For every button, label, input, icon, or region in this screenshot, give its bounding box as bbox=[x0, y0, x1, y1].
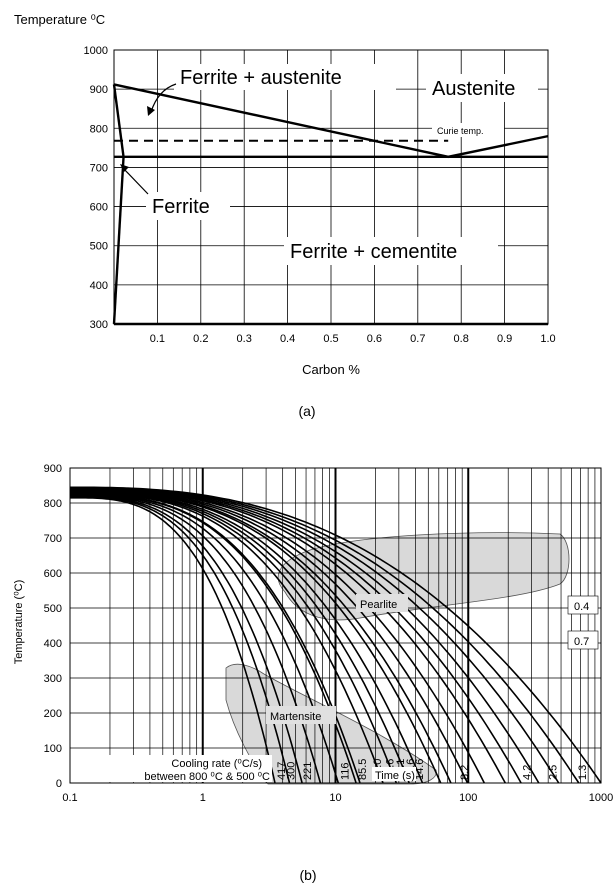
label-bg bbox=[356, 594, 408, 612]
cooling-rate-value: 2.5 bbox=[547, 765, 559, 780]
y-tick-label: 500 bbox=[90, 241, 108, 253]
x-tick-label: 0.6 bbox=[367, 333, 382, 345]
chart-b-cct-diagram: 0 100 200 300 400 500 600 700 800 900 0.1 1 10 100 10… bbox=[13, 463, 613, 883]
label-bg bbox=[174, 64, 396, 90]
y-tick-label: 900 bbox=[44, 463, 62, 475]
y-tick-label: 600 bbox=[90, 202, 108, 214]
y-tick-label: 700 bbox=[90, 162, 108, 174]
chart-b-x-tick-labels: 0.1 1 10 100 1000 bbox=[62, 792, 613, 804]
chart-a-caption: (a) bbox=[298, 403, 315, 419]
x-tick-label: 1.0 bbox=[540, 333, 555, 345]
chart-b-cooling-curves bbox=[69, 486, 602, 784]
pearlite-region bbox=[277, 532, 570, 621]
label-bg bbox=[82, 755, 272, 782]
phase-boundary-line bbox=[112, 84, 125, 158]
label-bg bbox=[372, 767, 416, 781]
x-tick-label: 0.7 bbox=[410, 333, 425, 345]
label-bg bbox=[432, 123, 504, 137]
y-tick-label: 900 bbox=[90, 84, 108, 96]
chart-b-plot-frame bbox=[69, 467, 602, 784]
phase-boundary-line bbox=[112, 156, 125, 325]
label-bg bbox=[284, 237, 498, 265]
region-label-ferrite-austenite: Ferrite + austenite bbox=[180, 67, 342, 89]
cooling-rate-value: 116 bbox=[340, 762, 352, 780]
region-label-austenite: Austenite bbox=[432, 78, 515, 100]
cooling-rate-value: 221 bbox=[302, 762, 314, 780]
x-tick-label: 1 bbox=[200, 792, 206, 804]
y-tick-label: 0 bbox=[56, 778, 62, 790]
curve-label-0.7: 0.7 bbox=[574, 636, 589, 648]
arrowhead bbox=[120, 164, 129, 172]
region-label-ferrite-cementite: Ferrite + cementite bbox=[290, 241, 457, 263]
y-tick-label: 300 bbox=[44, 673, 62, 685]
y-tick-label: 700 bbox=[44, 533, 62, 545]
cooling-rate-sublabel: between 800 ⁰C & 500 ⁰C bbox=[144, 771, 270, 783]
region-label-pearlite: Pearlite bbox=[360, 599, 397, 611]
x-tick-label: 0.9 bbox=[497, 333, 512, 345]
y-tick-label: 100 bbox=[44, 743, 62, 755]
region-label-curie-temp: Curie temp. bbox=[437, 126, 484, 136]
y-tick-label: 500 bbox=[44, 603, 62, 615]
chart-b-x-axis-title: Time (s) bbox=[375, 770, 415, 782]
y-tick-label: 300 bbox=[90, 319, 108, 331]
y-tick-label: 800 bbox=[90, 123, 108, 135]
x-tick-label: 0.8 bbox=[454, 333, 469, 345]
label-bg bbox=[266, 706, 336, 724]
cooling-rate-value: 14.6 bbox=[414, 759, 426, 780]
x-tick-label: 0.4 bbox=[280, 333, 295, 345]
chart-a-y-axis-title: Temperature ⁰C bbox=[14, 12, 105, 27]
x-tick-label: 0.3 bbox=[237, 333, 252, 345]
label-bg bbox=[567, 595, 599, 615]
cooling-rate-label: Cooling rate (⁰C/s) bbox=[171, 758, 262, 770]
x-tick-label: 0.1 bbox=[62, 792, 77, 804]
cooling-rate-value: 8.2 bbox=[459, 765, 471, 780]
y-tick-label: 600 bbox=[44, 568, 62, 580]
cooling-rate-value: 85.5 bbox=[357, 759, 369, 780]
label-bg bbox=[146, 192, 230, 220]
chart-b-gridlines bbox=[70, 468, 601, 783]
cooling-rate-value: 417 bbox=[276, 762, 288, 780]
chart-b-y-axis-title: Temperature (⁰C) bbox=[13, 580, 25, 665]
y-tick-label: 400 bbox=[44, 638, 62, 650]
chart-b-y-tick-labels: 0 100 200 300 400 500 600 700 800 900 bbox=[44, 463, 62, 790]
chart-a-y-tick-labels: 300 400 500 600 700 800 900 1000 bbox=[84, 45, 108, 331]
cooling-rate-value: 4.2 bbox=[522, 765, 534, 780]
curve-label-0.4: 0.4 bbox=[574, 601, 589, 613]
region-label-ferrite: Ferrite bbox=[152, 196, 210, 218]
chart-a-phase-lines bbox=[112, 83, 549, 326]
x-tick-label: 0.5 bbox=[323, 333, 338, 345]
region-label-martensite: Martensite bbox=[270, 711, 321, 723]
x-tick-label: 1000 bbox=[589, 792, 613, 804]
arrowhead bbox=[147, 106, 155, 116]
ferrite-arrow bbox=[122, 167, 149, 195]
x-tick-label: 100 bbox=[459, 792, 477, 804]
cooling-rate-value: 300 bbox=[286, 762, 298, 780]
x-tick-label: 0.2 bbox=[193, 333, 208, 345]
chart-a-x-tick-labels: 0.1 0.2 0.3 0.4 0.5 0.6 0.7 0.8 0.9 1.0 bbox=[150, 333, 556, 345]
chart-a-phase-diagram: Temperature ⁰C 300 400 500 600 700 800 900 1000… bbox=[14, 12, 556, 419]
chart-a-x-axis-title: Carbon % bbox=[302, 362, 360, 377]
label-bg bbox=[567, 630, 599, 650]
label-bg bbox=[426, 74, 538, 102]
y-tick-label: 400 bbox=[90, 280, 108, 292]
x-tick-label: 0.1 bbox=[150, 333, 165, 345]
y-tick-label: 200 bbox=[44, 708, 62, 720]
y-tick-label: 800 bbox=[44, 498, 62, 510]
y-tick-label: 1000 bbox=[84, 45, 108, 57]
x-tick-label: 10 bbox=[329, 792, 341, 804]
cooling-rate-value: 1.3 bbox=[577, 765, 589, 780]
ferrite-austenite-arrow bbox=[150, 83, 177, 113]
cooling-curve bbox=[70, 486, 602, 784]
chart-b-caption: (b) bbox=[299, 867, 316, 883]
